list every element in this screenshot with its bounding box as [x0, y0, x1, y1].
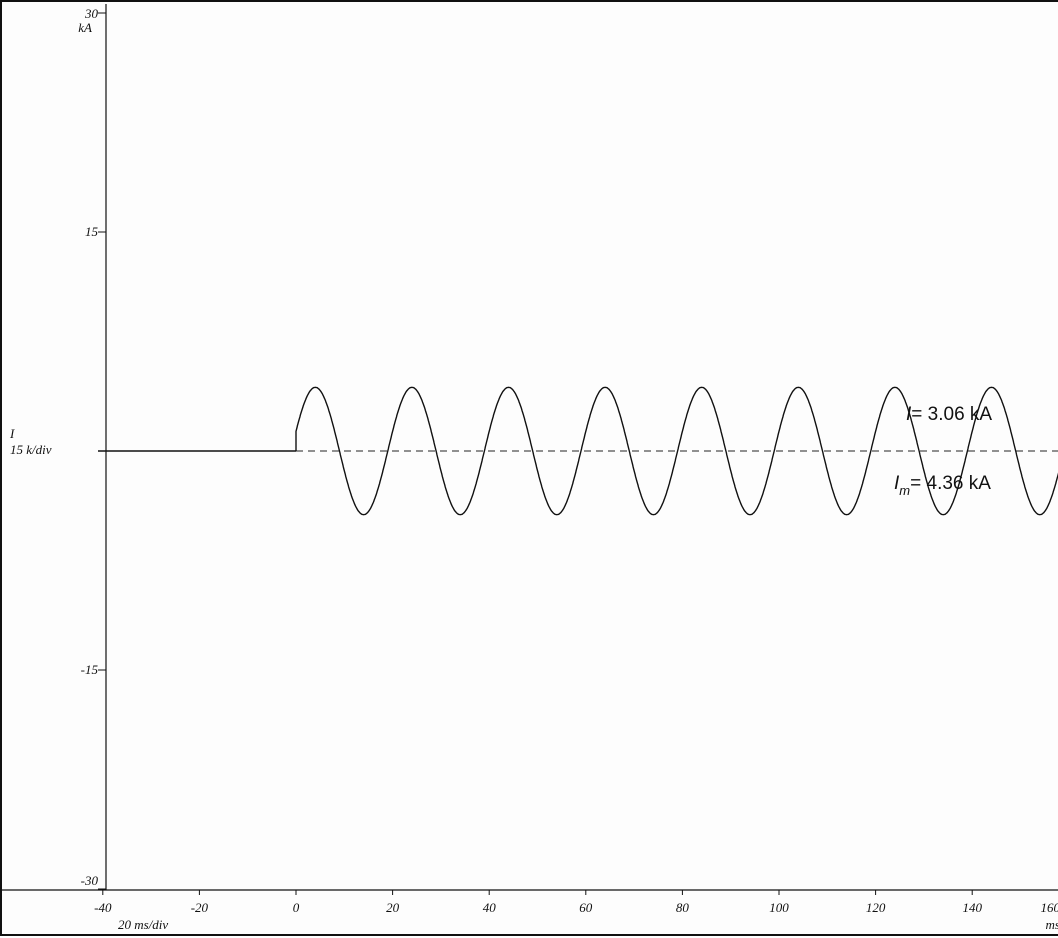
- x-tick-label: 80: [676, 900, 690, 915]
- peak-value: = 4.36 kA: [910, 473, 991, 494]
- y-tick-label: -15: [81, 662, 99, 677]
- svg-text:I= 3.06 kA: I= 3.06 kA: [906, 404, 992, 425]
- rms-value: = 3.06 kA: [911, 404, 992, 425]
- x-tick-label: 60: [579, 900, 593, 915]
- y-ticks: 30 15 -15 -30: [81, 6, 106, 889]
- rms-annotation: I= 3.06 kA: [906, 404, 992, 425]
- y-tick-label: -30: [81, 873, 99, 888]
- y-axis-label: I: [9, 426, 15, 441]
- y-scale-label: 15 k/div: [10, 442, 52, 457]
- svg-text:Im= 4.36 kA: Im= 4.36 kA: [894, 473, 991, 498]
- x-tick-label: 0: [293, 900, 300, 915]
- y-unit-label: kA: [78, 20, 92, 35]
- y-tick-label: 30: [84, 6, 99, 21]
- x-tick-label: 100: [769, 900, 789, 915]
- x-tick-label: 140: [962, 900, 982, 915]
- x-unit-label: ms: [1046, 917, 1058, 932]
- x-scale-label: 20 ms/div: [118, 917, 168, 932]
- y-tick-label: 15: [85, 224, 99, 239]
- peak-subscript: m: [899, 483, 910, 498]
- x-tick-label: 120: [866, 900, 886, 915]
- x-tick-label: -20: [191, 900, 209, 915]
- x-tick-label: 40: [483, 900, 497, 915]
- x-tick-label: -40: [94, 900, 112, 915]
- x-ticks: -40 -20 0 20 40 60 80 100 120 140 160: [94, 890, 1058, 915]
- x-tick-label: 20: [386, 900, 400, 915]
- axes: [2, 4, 1058, 890]
- peak-annotation: Im= 4.36 kA: [894, 473, 991, 498]
- x-tick-label: 160: [1041, 900, 1058, 915]
